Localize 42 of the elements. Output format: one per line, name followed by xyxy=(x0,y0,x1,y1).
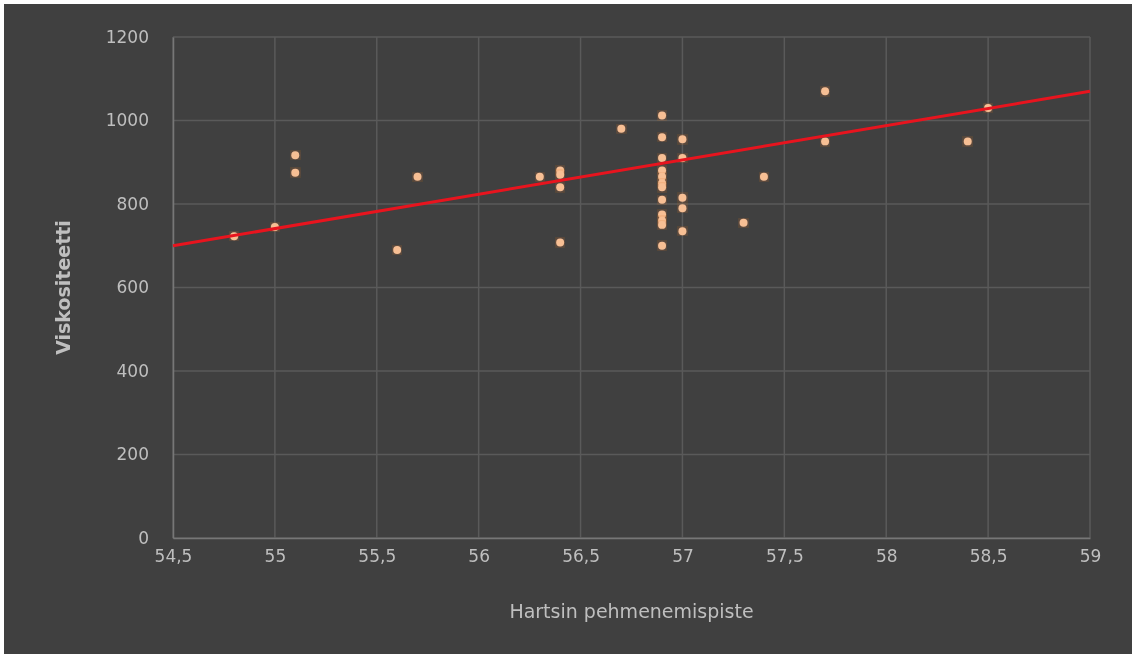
x-tick-label: 57 xyxy=(672,546,694,567)
y-tick-label: 1200 xyxy=(105,26,149,47)
point xyxy=(658,133,667,142)
y-tick-label: 400 xyxy=(116,360,149,381)
point xyxy=(821,87,830,96)
point xyxy=(658,241,667,250)
y-tick-label: 600 xyxy=(116,277,149,298)
point xyxy=(291,168,300,177)
point xyxy=(535,172,544,181)
y-axis-title: Viskositeetti xyxy=(52,220,74,355)
point xyxy=(556,238,565,247)
y-tick-label: 1000 xyxy=(105,110,149,131)
y-tick-label: 0 xyxy=(138,527,149,548)
x-tick-label: 55,5 xyxy=(358,546,397,567)
point xyxy=(739,218,748,227)
x-tick-label: 54,5 xyxy=(154,546,193,567)
point xyxy=(658,111,667,120)
point xyxy=(658,210,667,219)
point xyxy=(759,172,768,181)
x-tick-label: 59 xyxy=(1079,546,1102,567)
point xyxy=(556,183,565,192)
point xyxy=(291,151,300,160)
x-axis-title: Hartsin pehmenemispiste xyxy=(509,600,754,622)
x-tick-label: 57,5 xyxy=(765,546,804,567)
x-tick-label: 58 xyxy=(875,546,898,567)
x-tick-label: 55 xyxy=(264,546,287,567)
y-tick-label: 200 xyxy=(116,444,149,465)
point xyxy=(678,227,687,236)
point xyxy=(658,154,667,163)
point xyxy=(963,137,972,146)
x-tick-label: 58,5 xyxy=(969,546,1008,567)
point xyxy=(678,193,687,202)
point xyxy=(678,135,687,144)
point xyxy=(617,124,626,133)
x-tick-label: 56 xyxy=(468,546,490,567)
point xyxy=(393,245,402,254)
point xyxy=(678,204,687,213)
point xyxy=(658,195,667,204)
point xyxy=(821,137,830,146)
point xyxy=(413,172,422,181)
y-tick-label: 800 xyxy=(116,193,149,214)
x-tick-label: 56,5 xyxy=(562,546,600,567)
